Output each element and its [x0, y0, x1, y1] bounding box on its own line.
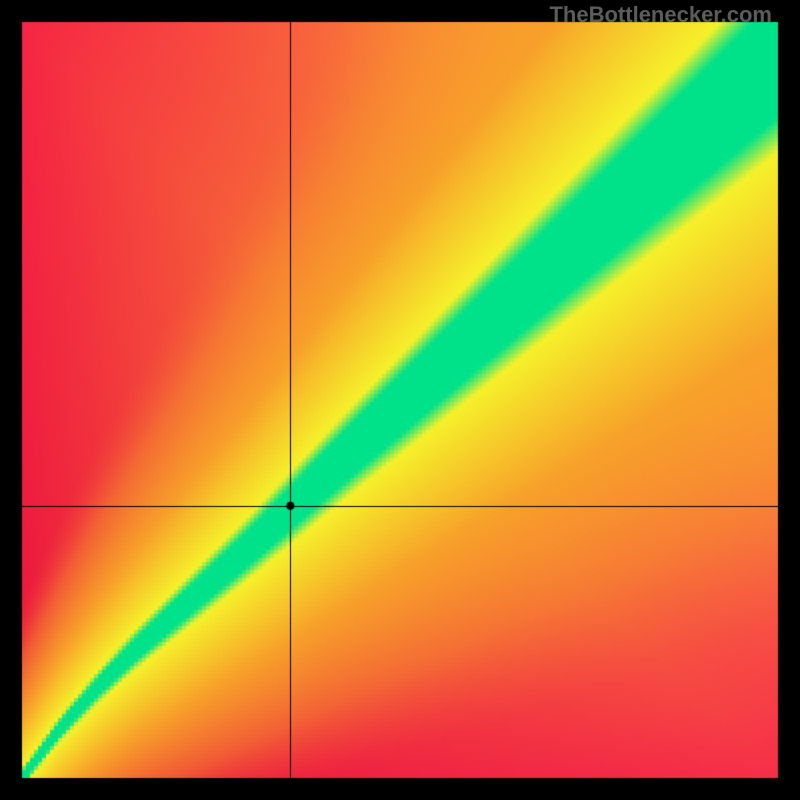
bottleneck-heatmap [0, 0, 800, 800]
watermark-label: TheBottlenecker.com [549, 2, 772, 28]
chart-container: TheBottlenecker.com [0, 0, 800, 800]
